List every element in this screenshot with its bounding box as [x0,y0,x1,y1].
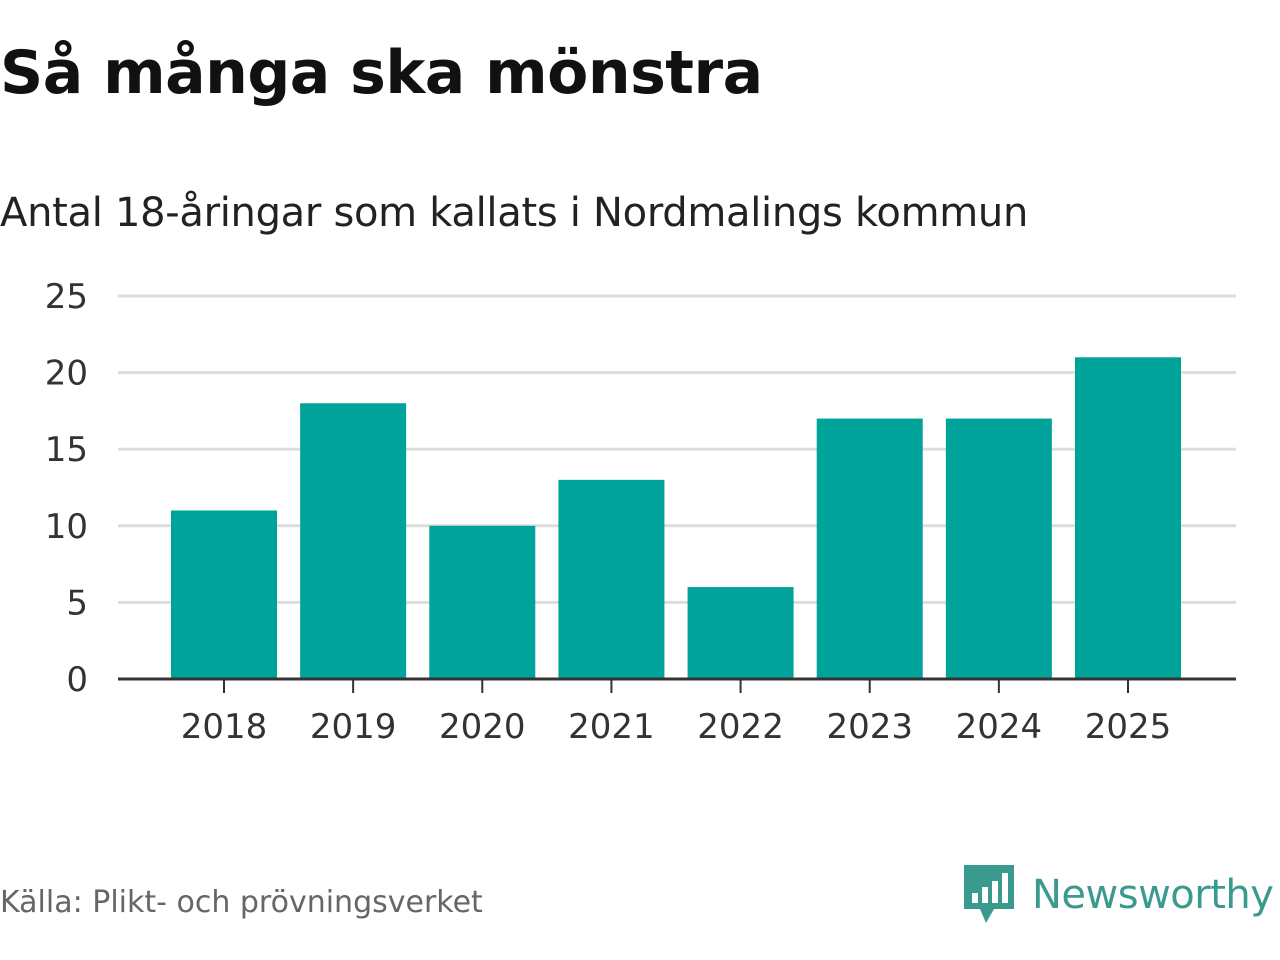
chart-title: Så många ska mönstra [0,38,763,108]
bar-2023 [816,418,923,679]
y-tick-label: 25 [45,277,88,317]
y-tick-label: 5 [66,583,88,623]
x-tick-label: 2023 [826,707,913,747]
chart-subtitle: Antal 18-åringar som kallats i Nordmalin… [0,190,1028,236]
x-tick-label: 2018 [181,707,268,747]
y-tick-label: 20 [45,354,88,394]
bar-2022 [687,587,794,679]
bar-2018 [171,510,277,679]
brand-name: Newsworthy [1032,872,1274,918]
y-tick-label: 15 [45,430,88,470]
x-tick-label: 2024 [956,707,1043,747]
brand-logo: Newsworthy [964,864,1274,926]
bars [171,357,1181,679]
bar-2024 [945,418,1052,679]
source-note: Källa: Plikt- och prövningsverket [0,885,483,920]
x-tick-label: 2025 [1085,707,1172,747]
newsworthy-logo-icon [964,865,1014,923]
y-tick-label: 10 [45,507,88,547]
bar-2025 [1075,357,1181,679]
bar-2020 [429,525,536,679]
axes [118,677,1236,693]
x-tick-label: 2019 [310,707,397,747]
bar-2019 [300,403,407,679]
x-tick-label: 2022 [697,707,784,747]
grid-lines [118,294,1236,604]
y-tick-label: 0 [66,660,88,700]
x-tick-label: 2021 [568,707,655,747]
bar-2021 [558,479,665,679]
x-tick-label: 2020 [439,707,526,747]
